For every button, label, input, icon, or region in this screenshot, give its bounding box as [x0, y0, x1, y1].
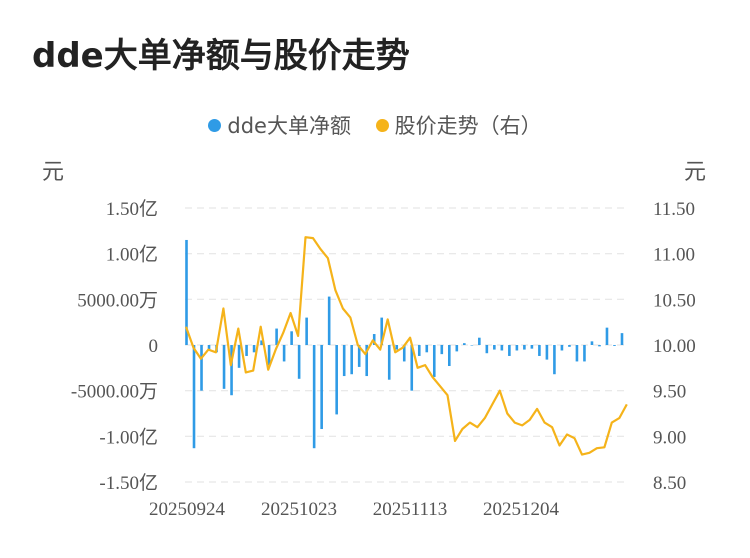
- dde-bar: [357, 345, 361, 367]
- y-left-tick-label: -5000.00万: [71, 382, 158, 403]
- legend-item-dde[interactable]: dde大单净额: [208, 110, 351, 140]
- y-right-tick-label: 10.50: [653, 290, 696, 311]
- dde-bar: [417, 345, 421, 356]
- dde-bar: [290, 331, 293, 345]
- dde-bar: [387, 345, 391, 380]
- dde-bar: [590, 341, 594, 345]
- dde-bar: [237, 345, 241, 368]
- x-tick-label: 20251113: [373, 499, 448, 520]
- dde-bar: [275, 328, 278, 345]
- dde-bar: [365, 345, 369, 377]
- dde-bar: [207, 345, 211, 350]
- y-left-tick-label: -1.50亿: [99, 472, 158, 494]
- dde-bar: [478, 337, 481, 345]
- dde-bar: [463, 343, 466, 345]
- dde-bar: [267, 345, 271, 366]
- dde-bar: [515, 345, 519, 351]
- left-axis-unit: 元: [42, 160, 65, 185]
- dde-bar: [613, 345, 616, 346]
- y-right-tick-label: 8.50: [653, 473, 686, 494]
- x-tick-label: 20251204: [483, 499, 560, 520]
- dde-bar: [402, 345, 406, 362]
- dde-bar: [185, 239, 188, 345]
- legend-price-label: 股价走势（右）: [394, 114, 542, 138]
- dde-bar: [260, 340, 263, 345]
- y-right-tick-label: 11.50: [653, 199, 695, 220]
- dde-bar: [560, 345, 564, 351]
- right-axis-unit: 元: [684, 160, 707, 185]
- dde-bar: [245, 345, 248, 356]
- dde-bar: [530, 345, 534, 349]
- y-left-tick-label: 1.50亿: [106, 198, 158, 220]
- dde-bar: [200, 345, 203, 391]
- dde-bar: [545, 345, 549, 360]
- dde-bar: [620, 333, 624, 345]
- legend-dde-label: dde大单净额: [227, 114, 351, 138]
- dde-bar: [508, 345, 511, 356]
- legend-price-marker: [375, 118, 389, 132]
- dde-bar: [380, 317, 384, 345]
- y-right-tick-label: 9.50: [653, 382, 686, 403]
- dde-bar: [598, 345, 601, 347]
- dde-bar: [605, 327, 609, 345]
- dde-bar: [425, 345, 429, 353]
- dde-bar: [553, 345, 556, 375]
- dde-bar: [252, 345, 256, 353]
- dde-bar: [432, 345, 436, 377]
- dde-bar: [455, 345, 459, 352]
- dde-bar: [523, 345, 526, 350]
- dde-bar: [583, 345, 586, 362]
- legend: dde大单净额 股价走势（右）: [0, 110, 750, 140]
- dde-bar: [395, 345, 399, 350]
- y-left-tick-label: 1.00亿: [106, 244, 158, 266]
- dde-bar: [575, 345, 579, 362]
- y-left-tick-label: 0: [149, 336, 159, 357]
- y-right-tick-label: 11.00: [653, 245, 695, 266]
- legend-item-price[interactable]: 股价走势（右）: [375, 110, 542, 140]
- dde-bar: [410, 345, 414, 391]
- y-left-tick-label: 5000.00万: [77, 290, 158, 311]
- dde-bar: [500, 345, 504, 351]
- dde-bar: [470, 345, 474, 346]
- y-right-tick-label: 9.00: [653, 427, 686, 448]
- legend-dde-marker: [208, 118, 222, 132]
- dde-bar: [230, 345, 233, 396]
- dde-bar: [342, 345, 346, 377]
- chart-title: dde大单净额与股价走势: [32, 36, 410, 76]
- dde-bar: [282, 345, 286, 362]
- dde-bar: [485, 345, 489, 354]
- dde-bar: [440, 345, 444, 355]
- dde-bar: [222, 345, 226, 389]
- dde-bar: [372, 334, 376, 345]
- dde-bar: [568, 345, 571, 347]
- dde-bar: [327, 296, 331, 345]
- dde-bar: [538, 345, 541, 356]
- y-right-tick-label: 10.00: [653, 336, 696, 357]
- dde-bar: [320, 345, 323, 430]
- x-tick-label: 20251023: [261, 499, 337, 520]
- dde-bar: [350, 345, 353, 375]
- dde-bar: [192, 345, 196, 449]
- price-line: [184, 236, 628, 456]
- x-tick-label: 20250924: [149, 499, 226, 520]
- dde-bar: [312, 345, 316, 449]
- dde-bar: [297, 345, 301, 379]
- y-left-tick-label: -1.00亿: [99, 426, 158, 448]
- dde-bar: [335, 345, 338, 415]
- dde-bar: [447, 345, 451, 367]
- dde-bar: [305, 317, 308, 345]
- dde-bar: [493, 345, 496, 350]
